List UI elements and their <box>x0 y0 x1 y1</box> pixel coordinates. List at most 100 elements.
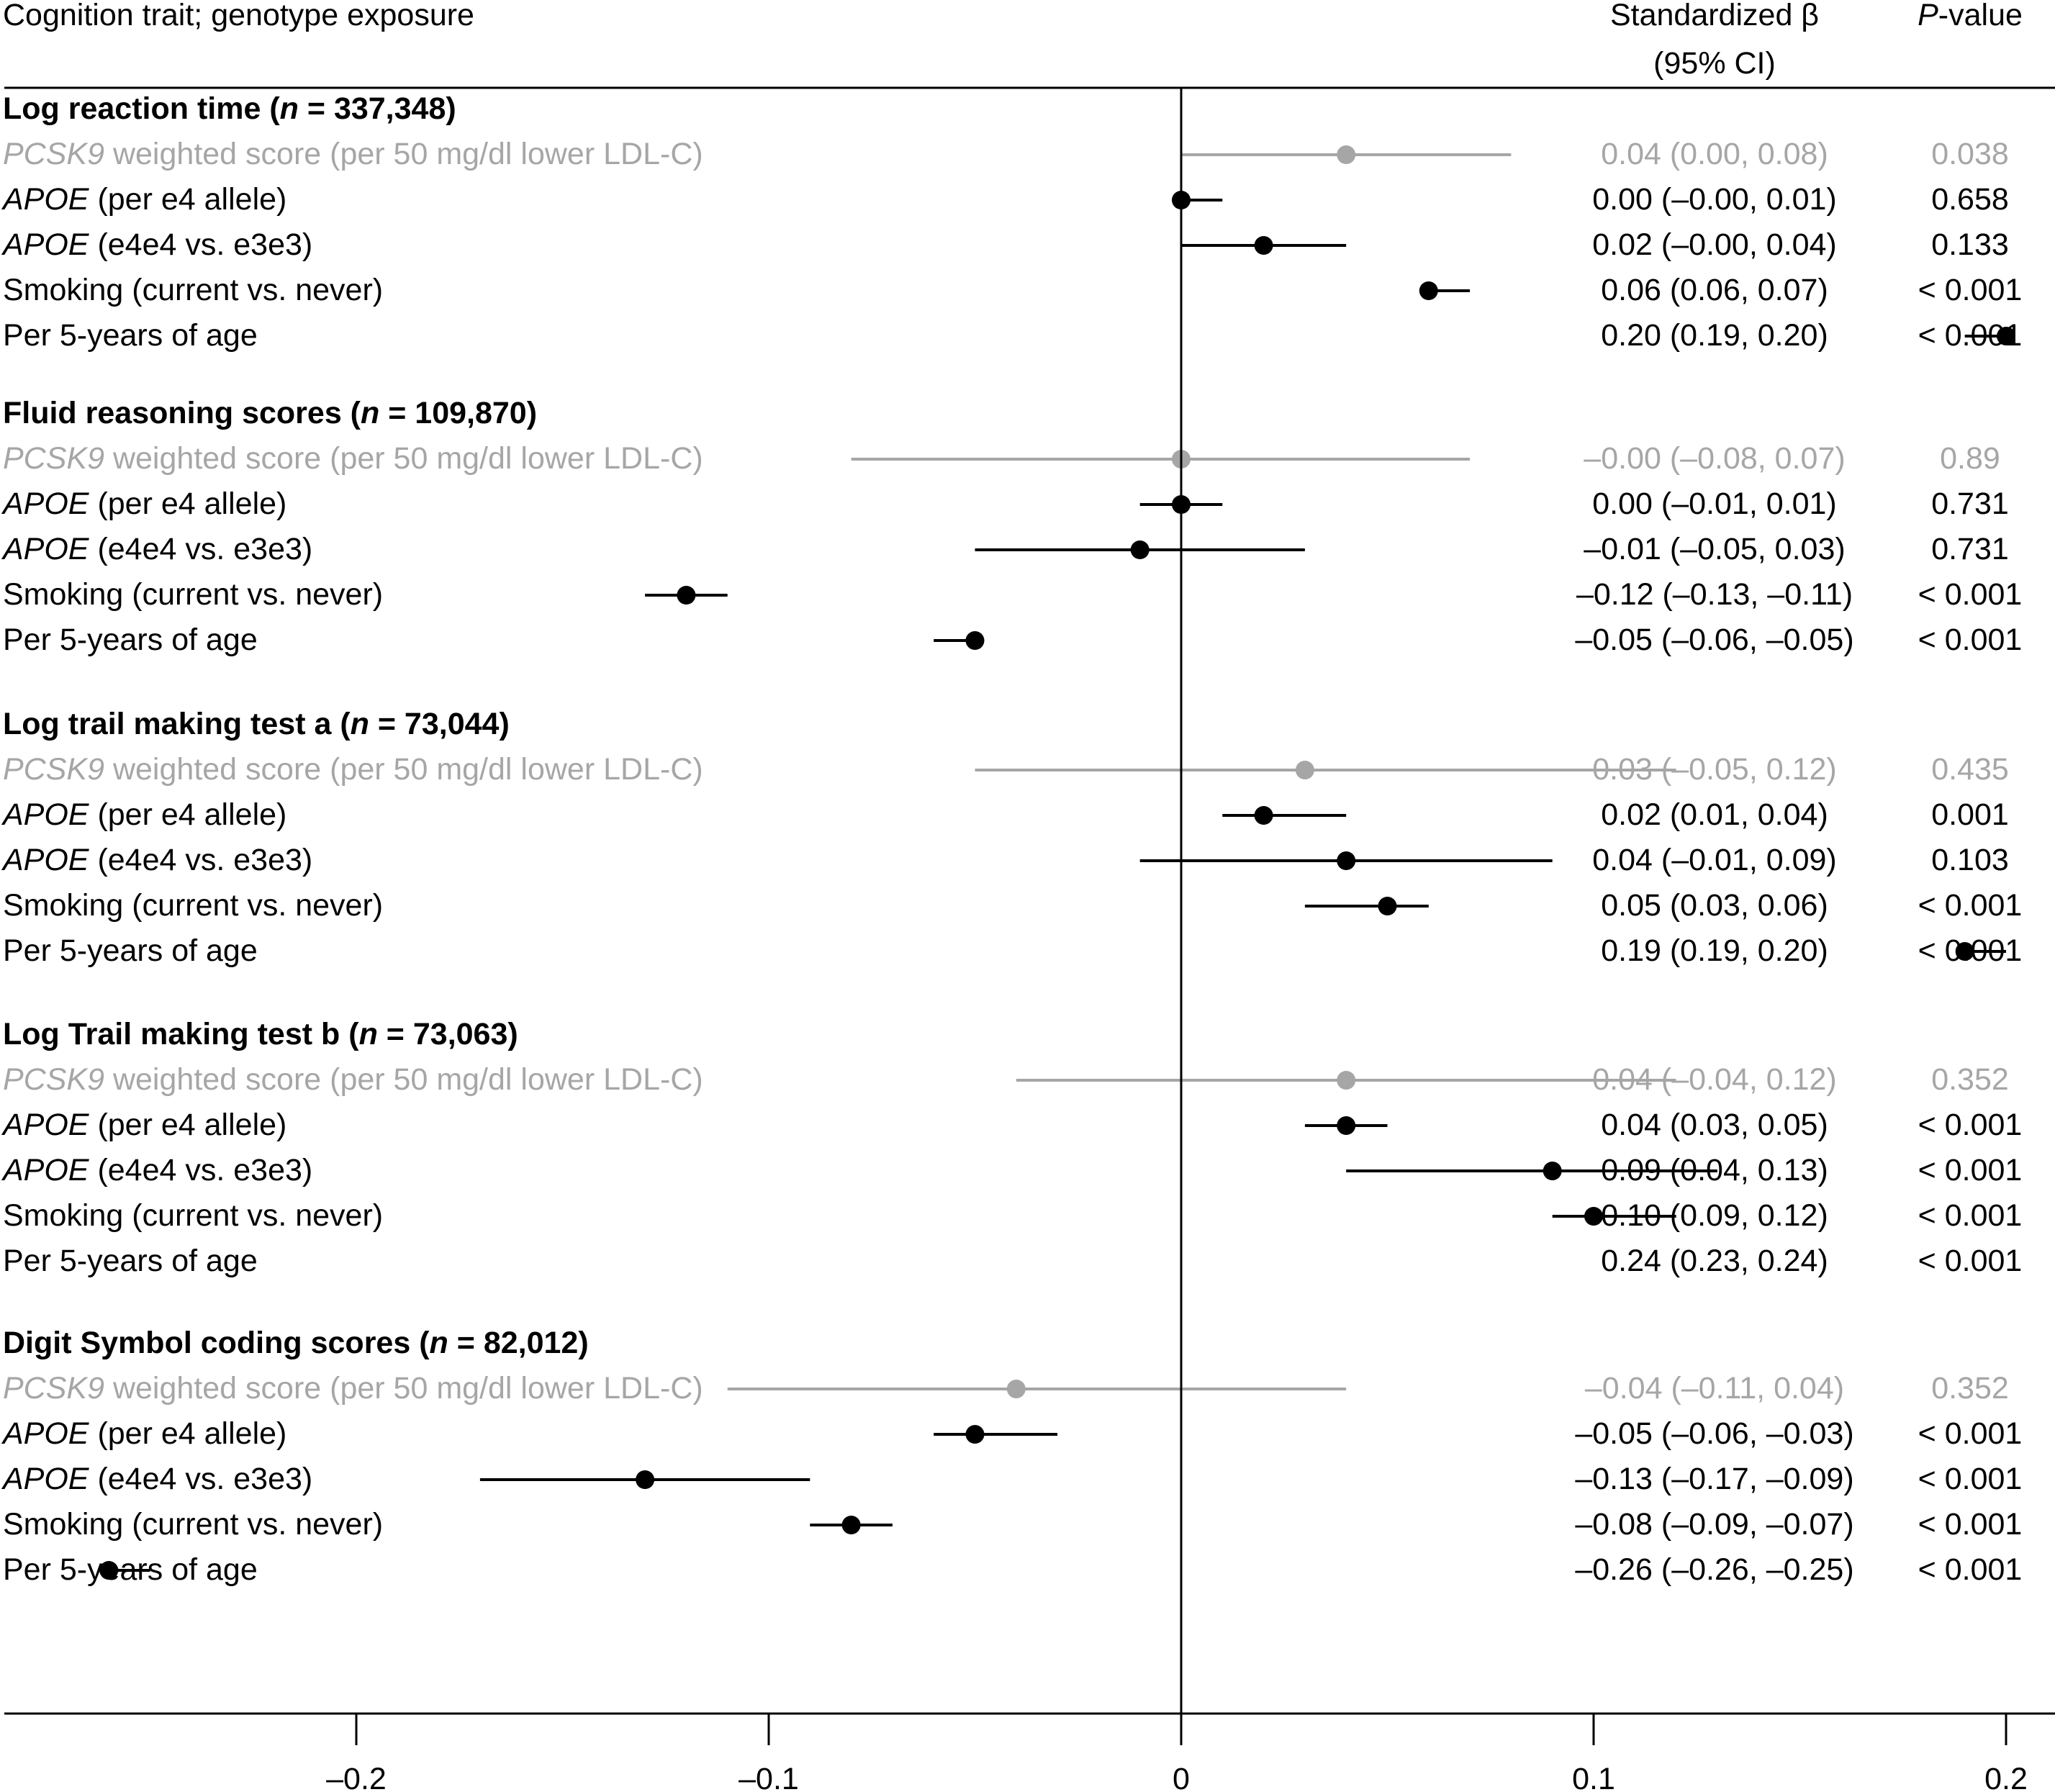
group-title: Fluid reasoning scores (n = 109,870) <box>3 396 537 430</box>
header-pvalue-label: P-value <box>1918 0 2023 32</box>
row-label: Smoking (current vs. never) <box>3 1198 383 1233</box>
group-title-n: n <box>359 1017 378 1051</box>
row-label-text: Per 5-years of age <box>3 1244 258 1278</box>
row-label-text: (per e4 allele) <box>89 1416 287 1451</box>
group-title-post: = 337,348) <box>299 91 456 126</box>
row-beta-ci: –0.08 (–0.09, –0.07) <box>1575 1507 1853 1542</box>
row-label-text: (e4e4 vs. e3e3) <box>89 227 313 262</box>
group-title-post: = 82,012) <box>448 1326 589 1360</box>
row-beta-ci: –0.05 (–0.06, –0.03) <box>1575 1416 1853 1451</box>
point-estimate <box>965 631 985 650</box>
row-label: Smoking (current vs. never) <box>3 273 383 307</box>
point-estimate <box>1130 540 1150 559</box>
row-label: Per 5-years of age <box>3 623 258 657</box>
point-estimate <box>1254 236 1273 255</box>
group-title-n: n <box>351 707 369 741</box>
header-p-italic: P <box>1918 0 1938 32</box>
row-label: PCSK9 weighted score (per 50 mg/dl lower… <box>3 1062 703 1097</box>
row-p-value: < 0.001 <box>1918 1552 2023 1587</box>
group-title-post: = 73,044) <box>369 707 510 741</box>
x-tick-label: 0.2 <box>1984 1762 2028 1792</box>
row-label: Smoking (current vs. never) <box>3 1507 383 1542</box>
row-label-italic: APOE <box>1 797 90 832</box>
point-estimate <box>1254 806 1273 825</box>
row-p-value: < 0.001 <box>1918 1153 2023 1187</box>
row-p-value: 0.001 <box>1931 797 2009 832</box>
row-beta-ci: 0.06 (0.06, 0.07) <box>1601 273 1828 307</box>
point-estimate <box>1006 1380 1026 1398</box>
row-label: PCSK9 weighted score (per 50 mg/dl lower… <box>3 441 703 476</box>
row-label-italic: PCSK9 <box>3 1371 104 1406</box>
row-label-text: Smoking (current vs. never) <box>3 1198 383 1233</box>
row-label-text: weighted score (per 50 mg/dl lower LDL-C… <box>104 1371 703 1406</box>
row-label-italic: APOE <box>1 843 90 877</box>
row-label-text: Smoking (current vs. never) <box>3 1507 383 1542</box>
point-estimate <box>677 586 696 605</box>
row-beta-ci: 0.05 (0.03, 0.06) <box>1601 888 1828 923</box>
row-label-text: (e4e4 vs. e3e3) <box>89 532 313 566</box>
row-p-value: 0.731 <box>1931 532 2009 566</box>
row-p-value: 0.038 <box>1931 137 2009 171</box>
row-label-italic: APOE <box>1 182 90 217</box>
row-beta-ci: 0.24 (0.23, 0.24) <box>1601 1244 1828 1278</box>
group-title-post: = 73,063) <box>378 1017 518 1051</box>
row-label-text: Per 5-years of age <box>3 318 258 353</box>
point-estimate <box>965 1425 985 1444</box>
group-title-pre: Log trail making test a ( <box>3 707 351 741</box>
row-label-text: (e4e4 vs. e3e3) <box>89 843 313 877</box>
point-estimate <box>1337 145 1356 164</box>
row-label: APOE (e4e4 vs. e3e3) <box>1 227 312 262</box>
row-label: APOE (per e4 allele) <box>1 797 286 832</box>
row-label-text: weighted score (per 50 mg/dl lower LDL-C… <box>104 441 703 476</box>
row-p-value: 0.731 <box>1931 487 2009 521</box>
group-title-pre: Digit Symbol coding scores ( <box>3 1326 430 1360</box>
x-tick-label: 0 <box>1173 1762 1190 1792</box>
row-label-italic: APOE <box>1 1462 90 1496</box>
row-p-value: < 0.001 <box>1918 1416 2023 1451</box>
row-label: APOE (e4e4 vs. e3e3) <box>1 1462 312 1496</box>
row-label-italic: PCSK9 <box>3 752 104 787</box>
group-title: Log Trail making test b (n = 73,063) <box>3 1017 518 1051</box>
point-estimate <box>1295 761 1314 779</box>
row-label-text: Smoking (current vs. never) <box>3 273 383 307</box>
row-p-value: 0.352 <box>1931 1062 2009 1097</box>
row-label-text: (e4e4 vs. e3e3) <box>89 1462 313 1496</box>
row-label-text: Per 5-years of age <box>3 623 258 657</box>
row-beta-ci: –0.12 (–0.13, –0.11) <box>1576 577 1853 612</box>
header-ci-label: (95% CI) <box>1653 46 1776 81</box>
group-title-n: n <box>430 1326 448 1360</box>
row-beta-ci: 0.02 (0.01, 0.04) <box>1601 797 1828 832</box>
point-estimate <box>636 1470 655 1489</box>
x-tick-label: 0.1 <box>1572 1762 1615 1792</box>
row-p-value: < 0.001 <box>1918 888 2023 923</box>
forest-rows: Log reaction time (n = 337,348) PCSK9 wei… <box>1 91 2022 1587</box>
header-beta-label: Standardized β <box>1610 0 1819 32</box>
row-label-italic: APOE <box>1 1416 90 1451</box>
group-title: Log trail making test a (n = 73,044) <box>3 707 510 741</box>
group-title-pre: Log Trail making test b ( <box>3 1017 359 1051</box>
row-label-text: weighted score (per 50 mg/dl lower LDL-C… <box>104 1062 703 1097</box>
row-beta-ci: –0.13 (–0.17, –0.09) <box>1575 1462 1853 1496</box>
forest-marks <box>99 145 2015 1580</box>
row-label-text: (per e4 allele) <box>89 797 287 832</box>
group-title: Log reaction time (n = 337,348) <box>3 91 456 126</box>
row-p-value: < 0.001 <box>1918 1244 2023 1278</box>
x-axis-ticks: –0.3–0.2–0.100.10.20.3 <box>326 1714 2028 1792</box>
point-estimate <box>1543 1162 1562 1180</box>
row-p-value: < 0.001 <box>1918 273 2023 307</box>
row-label-italic: APOE <box>1 1153 90 1187</box>
point-estimate <box>1337 851 1356 870</box>
point-estimate <box>1584 1207 1603 1226</box>
row-label-italic: PCSK9 <box>3 137 104 171</box>
row-beta-ci: 0.04 (–0.01, 0.09) <box>1592 843 1836 877</box>
group-title: Digit Symbol coding scores (n = 82,012) <box>3 1326 589 1360</box>
row-label: PCSK9 weighted score (per 50 mg/dl lower… <box>3 752 703 787</box>
row-p-value: < 0.001 <box>1918 1198 2023 1233</box>
row-beta-ci: –0.04 (–0.11, 0.04) <box>1585 1371 1844 1406</box>
row-p-value: < 0.001 <box>1918 623 2023 657</box>
point-estimate <box>99 1561 119 1580</box>
row-label: PCSK9 weighted score (per 50 mg/dl lower… <box>3 1371 703 1406</box>
row-label: APOE (per e4 allele) <box>1 1416 286 1451</box>
row-beta-ci: –0.05 (–0.06, –0.05) <box>1575 623 1853 657</box>
